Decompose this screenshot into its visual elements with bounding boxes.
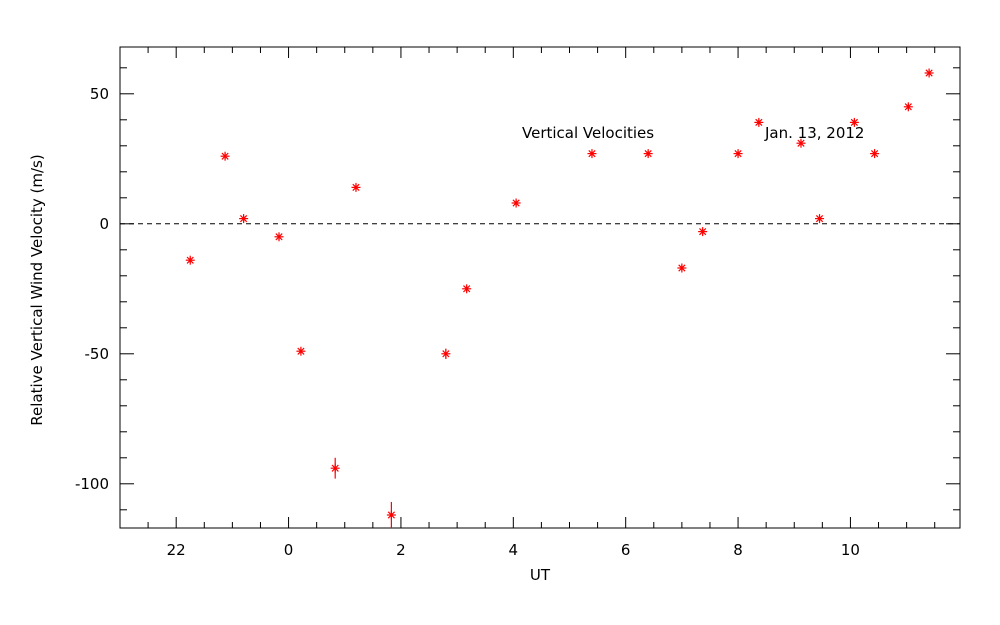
- chart-title: Vertical Velocities: [522, 124, 654, 142]
- x-tick-label: 8: [733, 541, 743, 559]
- data-point: [351, 182, 361, 192]
- data-point: [924, 68, 934, 78]
- data-point: [296, 346, 306, 356]
- y-tick-labels: 50 0 -50 -100: [75, 85, 109, 493]
- data-point: [815, 214, 825, 224]
- x-tick-label: 6: [621, 541, 631, 559]
- data-point: [870, 149, 880, 159]
- data-point: [386, 502, 396, 528]
- data-point: [330, 457, 340, 479]
- data-point: [511, 198, 521, 208]
- data-points: [185, 68, 934, 528]
- data-point: [733, 149, 743, 159]
- data-point: [677, 263, 687, 273]
- data-point: [220, 151, 230, 161]
- x-axis-label: UT: [530, 566, 551, 584]
- data-point: [849, 117, 859, 127]
- x-tick-label: 10: [841, 541, 860, 559]
- data-point: [462, 284, 472, 294]
- x-tick-label: 2: [396, 541, 406, 559]
- plot-frame: [119, 46, 961, 529]
- data-point: [441, 348, 451, 359]
- data-point: [239, 214, 249, 224]
- y-tick-label: -100: [75, 475, 109, 493]
- data-point: [587, 149, 597, 159]
- y-axis-label: Relative Vertical Wind Velocity (m/s): [28, 154, 46, 425]
- x-tick-label: 0: [284, 541, 294, 559]
- data-point: [796, 138, 806, 148]
- data-point: [185, 255, 195, 265]
- axis-ticks: [120, 47, 960, 528]
- x-tick-labels: 22 0 2 4 6 8 10: [167, 541, 860, 559]
- data-point: [903, 102, 913, 112]
- x-tick-label: 4: [509, 541, 519, 559]
- data-point: [754, 117, 764, 127]
- data-point: [274, 232, 284, 242]
- y-tick-label: -50: [85, 345, 110, 363]
- y-tick-label: 0: [99, 215, 109, 233]
- data-point: [698, 227, 708, 237]
- y-tick-label: 50: [90, 85, 109, 103]
- chart-date: Jan. 13, 2012: [764, 124, 864, 142]
- data-point: [643, 149, 653, 159]
- x-tick-label: 22: [167, 541, 186, 559]
